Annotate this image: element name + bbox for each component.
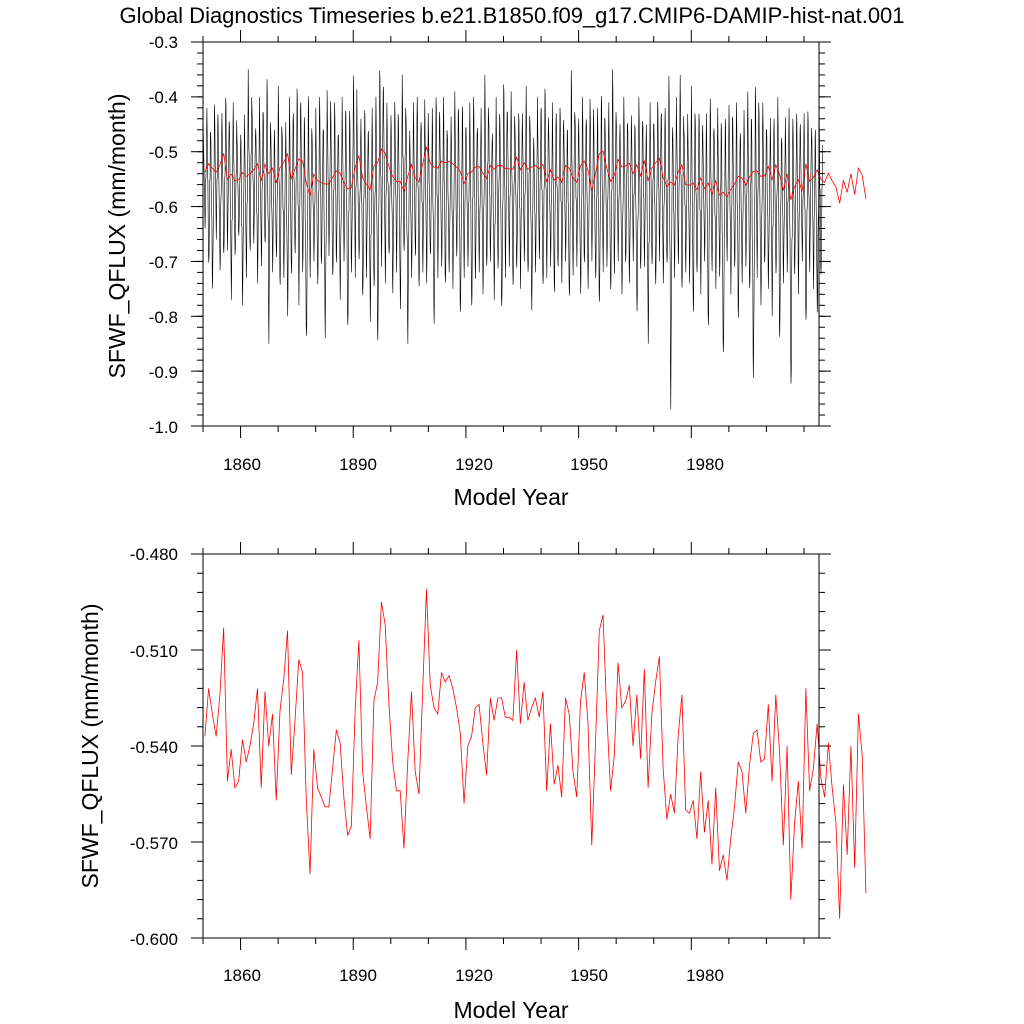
y-tick-label: -0.6 bbox=[149, 198, 178, 217]
y-tick-label: -0.510 bbox=[130, 642, 178, 661]
series-line-monthly bbox=[202, 69, 823, 410]
y-tick-label: -0.540 bbox=[130, 738, 178, 757]
panel-bottom-frame bbox=[202, 553, 820, 939]
y-tick-label: -0.9 bbox=[149, 363, 178, 382]
y-tick-label: -0.5 bbox=[149, 143, 178, 162]
panel-top-series bbox=[202, 69, 867, 410]
panel-bottom-ylabel: SFWF_QFLUX (mm/month) bbox=[77, 604, 103, 889]
panel-top-ylabel: SFWF_QFLUX (mm/month) bbox=[104, 94, 130, 379]
x-tick-label: 1980 bbox=[686, 966, 724, 985]
panel-bottom-tick-marks bbox=[191, 542, 831, 950]
y-tick-label: -0.7 bbox=[149, 253, 178, 272]
panel-top-frame bbox=[202, 41, 820, 427]
y-tick-label: -0.3 bbox=[149, 33, 178, 52]
y-tick-label: -0.600 bbox=[130, 930, 178, 949]
y-tick-label: -0.4 bbox=[149, 88, 178, 107]
panel-top-x-tick-labels: 1860 1890 1920 1950 1980 bbox=[223, 455, 724, 474]
x-tick-label: 1980 bbox=[686, 455, 724, 474]
series-line-annual bbox=[204, 146, 867, 204]
panel-bottom: SFWF_QFLUX (mm/month) Model Year -0.600 … bbox=[77, 542, 867, 1023]
y-tick-label: -0.570 bbox=[130, 834, 178, 853]
figure-title: Global Diagnostics Timeseries b.e21.B185… bbox=[119, 3, 904, 28]
panel-top-tick-marks bbox=[191, 30, 831, 438]
panel-top-xlabel: Model Year bbox=[453, 484, 568, 510]
panel-bottom-xlabel: Model Year bbox=[453, 997, 568, 1023]
panel-bottom-y-tick-labels: -0.600 -0.570 -0.540 -0.510 -0.480 bbox=[130, 545, 178, 949]
y-tick-label: -0.8 bbox=[149, 308, 178, 327]
panel-bottom-series bbox=[204, 589, 867, 919]
x-tick-label: 1920 bbox=[455, 455, 493, 474]
x-tick-label: 1860 bbox=[223, 455, 261, 474]
x-tick-label: 1860 bbox=[223, 966, 261, 985]
y-tick-label: -0.480 bbox=[130, 545, 178, 564]
x-tick-label: 1950 bbox=[570, 455, 608, 474]
panel-top: SFWF_QFLUX (mm/month) Model Year -1.0 -0… bbox=[104, 30, 867, 510]
panel-top-y-tick-labels: -1.0 -0.9 -0.8 -0.7 -0.6 -0.5 -0.4 -0.3 bbox=[149, 33, 178, 437]
x-tick-label: 1920 bbox=[455, 966, 493, 985]
series-line-annual bbox=[204, 589, 867, 919]
y-tick-label: -1.0 bbox=[149, 418, 178, 437]
x-tick-label: 1890 bbox=[339, 455, 377, 474]
panel-bottom-x-tick-labels: 1860 1890 1920 1950 1980 bbox=[223, 966, 724, 985]
x-tick-label: 1950 bbox=[570, 966, 608, 985]
x-tick-label: 1890 bbox=[339, 966, 377, 985]
